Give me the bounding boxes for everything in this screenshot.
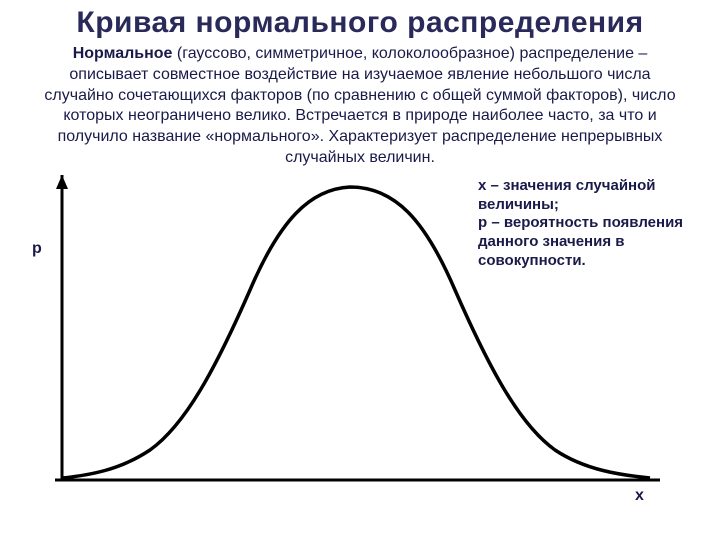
description-text: Нормальное (гауссово, симметричное, коло… — [0, 44, 720, 175]
description-rest: (гауссово, симметричное, колоколообразно… — [44, 45, 675, 166]
description-bold: Нормальное — [73, 45, 173, 62]
page-title: Кривая нормального распределения — [0, 0, 720, 44]
chart-area: p x x – значения случайной величины; p –… — [0, 175, 720, 515]
y-axis-label: p — [32, 240, 42, 258]
chart-legend: x – значения случайной величины; p – вер… — [478, 177, 708, 271]
x-axis-label: x — [635, 487, 644, 505]
